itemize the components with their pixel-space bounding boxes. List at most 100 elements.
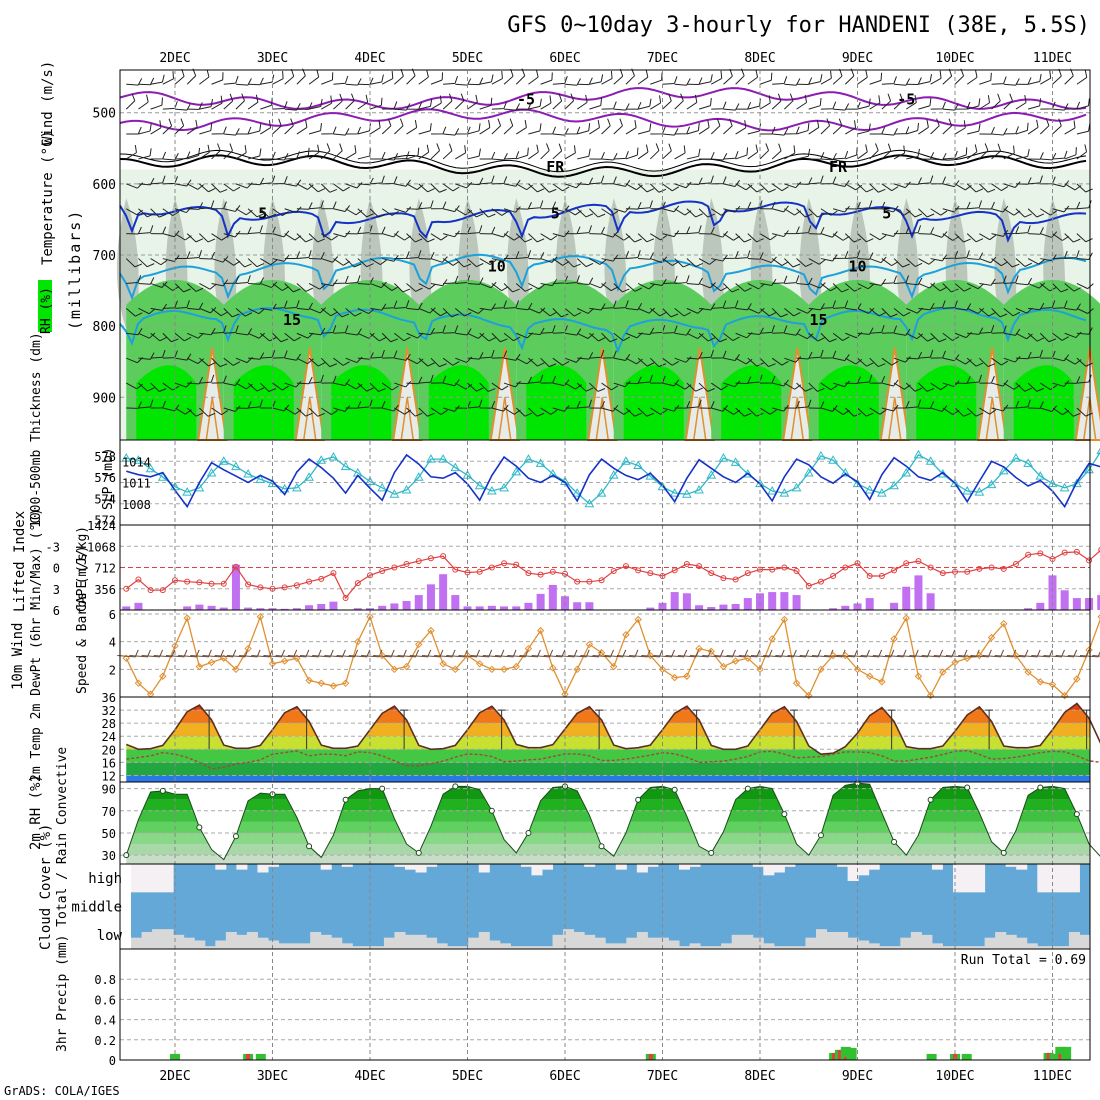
wind-barb	[869, 72, 883, 85]
wind-barb	[162, 118, 173, 135]
low-cloud-bar	[889, 946, 901, 949]
wind-barb	[894, 400, 910, 409]
wind-barb	[808, 349, 824, 359]
cape-bar	[305, 605, 314, 610]
rh-bright-core	[721, 365, 782, 440]
precip-total-bar	[255, 1053, 266, 1060]
wind-barb	[1039, 118, 1050, 135]
wind-barb	[296, 147, 310, 160]
rh-marker	[781, 811, 788, 818]
wind-barb	[564, 328, 582, 336]
wind-barb	[845, 357, 863, 365]
wind-barb	[710, 283, 728, 292]
high-cloud-bar	[1068, 864, 1080, 893]
cape-bar	[414, 595, 423, 610]
upper-ylabel: (millibars)	[66, 209, 84, 330]
wind-barb	[418, 252, 435, 260]
cape-bar	[670, 592, 679, 610]
minmax-whisker	[887, 709, 896, 750]
surface-wind-barb	[726, 649, 749, 658]
wind-barb	[649, 143, 660, 160]
thickness-marker	[962, 485, 973, 495]
wind-barb	[735, 147, 749, 160]
wind-barb	[1027, 119, 1039, 135]
wind-barb	[857, 407, 874, 417]
low-cloud-bar	[320, 934, 332, 949]
wind-barb	[601, 332, 618, 343]
wind-barb	[881, 205, 899, 213]
wind-barb	[649, 307, 667, 317]
wind-barb	[235, 307, 253, 317]
wind-barb	[467, 225, 483, 235]
high-cloud-bar	[636, 864, 648, 873]
wind-barb	[418, 283, 436, 290]
surface-wind-barb	[921, 649, 944, 658]
wind-barb	[308, 183, 326, 193]
rh-marker	[232, 833, 239, 840]
wind-barb	[1052, 300, 1068, 309]
wind-barb	[126, 382, 144, 390]
low-cloud-bar	[246, 932, 258, 949]
high-cloud-bar	[931, 864, 943, 870]
wind-barb	[174, 206, 192, 214]
wind-barb	[881, 143, 892, 160]
wind-barb	[248, 148, 262, 160]
high-cloud-bar	[868, 864, 880, 870]
wind-barb	[1064, 101, 1081, 110]
wind-speed-marker	[841, 651, 850, 660]
wind-barb	[662, 275, 678, 284]
wind-barb	[637, 283, 655, 290]
lifted-index-marker	[379, 568, 386, 575]
high-cloud-bar	[131, 864, 143, 893]
wind-barb	[309, 200, 324, 210]
wind-barb	[260, 258, 278, 266]
thickness-marker	[206, 467, 217, 477]
low-cloud-bar	[489, 940, 501, 949]
high-cloud-bar	[858, 864, 870, 876]
wind-barb	[784, 226, 800, 235]
wind-barb	[138, 399, 154, 409]
cape-bar	[1024, 608, 1033, 610]
wind-speed-marker	[683, 672, 691, 680]
temp-contour-hot	[498, 397, 512, 441]
contour-label: 15	[809, 311, 827, 329]
cape-bar	[756, 593, 764, 610]
wind-speed-marker	[171, 642, 179, 650]
wind-barb	[930, 350, 946, 359]
rh-bright-core	[916, 365, 977, 440]
wind-barb	[918, 227, 935, 235]
wind-barb	[479, 400, 496, 409]
wind-barb	[272, 300, 288, 309]
wind-barb	[589, 226, 606, 235]
wind-barb	[1076, 69, 1088, 85]
wind-barb	[686, 399, 702, 409]
wind-barb	[1015, 177, 1032, 185]
lifted-index-marker	[537, 571, 544, 578]
wind-barb	[1015, 399, 1031, 409]
wind-barb	[686, 382, 703, 392]
rh-marker	[817, 832, 824, 839]
minmax-whisker	[1082, 709, 1091, 750]
wind-barb	[723, 251, 739, 260]
thickness-marker	[377, 482, 388, 492]
wind-barb	[772, 325, 788, 334]
wind-barb	[491, 382, 509, 391]
low-cloud-bar	[520, 946, 532, 949]
wind-barb	[443, 75, 459, 85]
cape-bar	[183, 606, 192, 610]
lifted-index-marker	[245, 581, 252, 588]
high-cloud-bar	[531, 864, 543, 876]
rh-marker	[671, 786, 678, 793]
wind-label-left: 10m Wind	[10, 623, 26, 690]
lifted-index-marker	[976, 565, 983, 572]
wind-barb	[625, 283, 643, 292]
wind-barb	[613, 251, 630, 260]
lifted-index-marker	[732, 576, 739, 583]
wind-barb	[857, 233, 874, 243]
lifted-index-marker	[1012, 560, 1019, 567]
rh-bands	[126, 783, 1090, 864]
wind-barb	[869, 357, 886, 368]
day-label-bottom: 10DEC	[935, 1069, 974, 1084]
wind-speed-marker	[427, 626, 435, 635]
temp-contour--5	[119, 87, 1087, 110]
